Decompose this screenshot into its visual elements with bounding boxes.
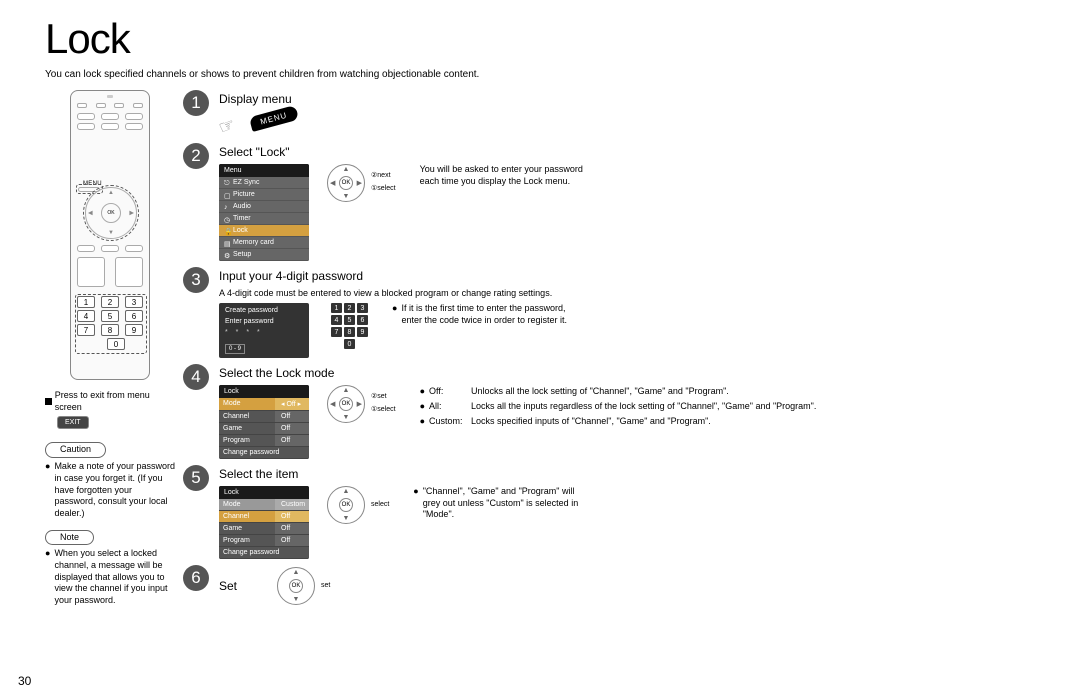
osd-password-panel: Create password Enter password * * * * 0… [219, 303, 309, 358]
osd-lock-panel-2: Lock ModeCustom ChannelOff GameOff Progr… [219, 486, 309, 559]
intro-text: You can lock specified channels or shows… [45, 69, 1040, 80]
pointing-hand-icon: ☞ [216, 114, 238, 139]
exit-button[interactable]: EXIT [57, 416, 89, 429]
remote-control-diagram: MENU OK ▲▼◀▶ 1 2 3 4 5 6 [70, 90, 150, 380]
nav-dpad-icon: ▲▼ OK [277, 567, 315, 605]
osd-main-menu: Menu ⎋EZ Sync ▢Picture ♪Audio ◷Timer 🔒Lo… [219, 164, 309, 261]
step-2-desc: You will be asked to enter your password… [420, 164, 600, 187]
nav-dpad-icon: ▲▼◀▶ OK [327, 164, 365, 202]
step-5-desc: "Channel", "Game" and "Program" will gre… [423, 486, 594, 521]
step-1-number: 1 [183, 90, 209, 116]
step-4-number: 4 [183, 364, 209, 390]
page-number: 30 [18, 674, 31, 688]
menu-item-lock[interactable]: 🔒Lock [219, 225, 309, 237]
lock-icon: 🔒 [224, 228, 230, 234]
step-3-title: Input your 4-digit password [219, 269, 1040, 283]
step-4-title: Select the Lock mode [219, 366, 1040, 380]
note-text: When you select a locked channel, a mess… [54, 548, 175, 606]
step-1-title: Display menu [219, 92, 1040, 106]
caution-label: Caution [45, 442, 106, 458]
osd-lock-panel: Lock Mode◂ Off ▸ ChannelOff GameOff Prog… [219, 385, 309, 459]
step-6-title: Set [219, 579, 237, 593]
step-2-title: Select "Lock" [219, 145, 1040, 159]
step-5-title: Select the item [219, 467, 1040, 481]
step-2-number: 2 [183, 143, 209, 169]
step-3-number: 3 [183, 267, 209, 293]
step-6-number: 6 [183, 565, 209, 591]
step-5-number: 5 [183, 465, 209, 491]
menu-button[interactable]: MENU [249, 105, 299, 132]
keypad-diagram: 123 456 789 0 [331, 303, 368, 351]
nav-dpad-icon: ▲▼◀▶ OK [327, 385, 365, 423]
step-3-desc: If it is the first time to enter the pas… [401, 303, 572, 326]
step-3-subtitle: A 4-digit code must be entered to view a… [219, 288, 1040, 298]
note-label: Note [45, 530, 94, 546]
page-title: Lock [45, 15, 1040, 63]
exit-heading: Press to exit from menu screen [55, 390, 175, 413]
nav-dpad-icon: ▲▼ OK [327, 486, 365, 524]
caution-text: Make a note of your password in case you… [54, 461, 175, 519]
